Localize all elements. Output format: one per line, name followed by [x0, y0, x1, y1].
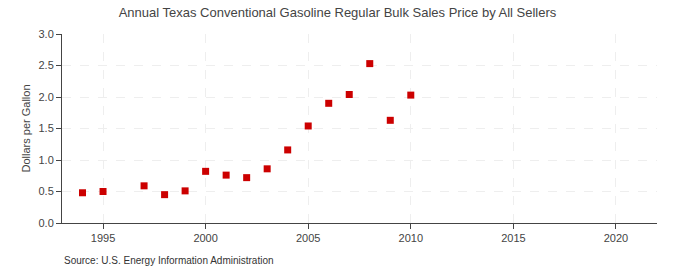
svg-text:0.5: 0.5: [39, 185, 54, 197]
svg-text:2.0: 2.0: [39, 91, 54, 103]
svg-text:3.0: 3.0: [39, 28, 54, 40]
svg-text:1.0: 1.0: [39, 154, 54, 166]
svg-text:Source: U.S. Energy Informatio: Source: U.S. Energy Information Administ…: [64, 255, 274, 266]
svg-text:2010: 2010: [399, 232, 423, 244]
svg-text:1995: 1995: [91, 232, 115, 244]
svg-text:2020: 2020: [604, 232, 628, 244]
svg-text:Annual Texas Conventional Gaso: Annual Texas Conventional Gasoline Regul…: [119, 5, 557, 20]
svg-text:2000: 2000: [193, 232, 217, 244]
svg-text:2.5: 2.5: [39, 59, 54, 71]
svg-text:0.0: 0.0: [39, 217, 54, 229]
svg-text:1.5: 1.5: [39, 122, 54, 134]
svg-text:Dollars per Gallon: Dollars per Gallon: [20, 84, 32, 172]
svg-text:2015: 2015: [501, 232, 525, 244]
svg-text:2005: 2005: [296, 232, 320, 244]
